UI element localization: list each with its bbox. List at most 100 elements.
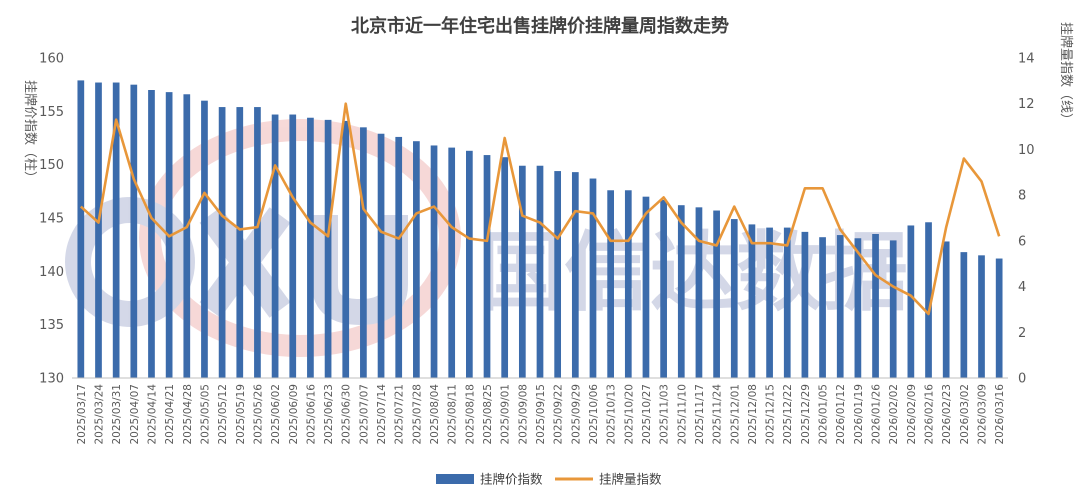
x-tick-label: 2025/05/26 <box>252 384 264 445</box>
bar-2025/10/20 <box>624 190 632 378</box>
bar-2025/06/23 <box>324 119 332 379</box>
bar-2025/11/24 <box>713 210 720 378</box>
y-tick-label: 150 <box>39 158 64 173</box>
watermark-u-shape <box>312 215 408 326</box>
chart-title: 北京市近一年住宅出售挂牌价挂牌量周指数走势 <box>351 15 729 37</box>
bar-2025/07/28 <box>413 141 420 378</box>
bar-2025/09/15 <box>536 165 544 378</box>
bar-2025/06/30 <box>342 120 350 379</box>
x-tick-label: 2025/10/20 <box>623 384 635 445</box>
bar-2025/03/24 <box>95 82 102 378</box>
y-tick-label: 130 <box>39 372 64 387</box>
bar-2025/08/18 <box>466 150 473 378</box>
bar-2025/12/08 <box>748 224 756 378</box>
legend: 挂牌价指数 挂牌量指数 <box>436 472 662 487</box>
x-tick-label: 2025/04/28 <box>182 384 194 445</box>
x-tick-label: 2025/07/28 <box>411 384 423 445</box>
bar-2026/03/16 <box>995 258 1003 378</box>
x-tick-label: 2025/06/02 <box>270 384 282 445</box>
y2-tick-label: 8 <box>1018 189 1026 204</box>
y2-tick-label: 0 <box>1018 372 1026 387</box>
bar-2025/08/04 <box>430 145 438 378</box>
bar-2026/02/02 <box>889 240 897 378</box>
bar-2025/09/22 <box>554 171 562 378</box>
x-tick-label: 2026/01/12 <box>835 384 847 445</box>
x-tick-label: 2026/03/16 <box>994 384 1006 445</box>
bar-2025/11/03 <box>660 199 667 378</box>
x-tick-label: 2025/06/09 <box>288 384 300 445</box>
x-tick-label: 2026/02/02 <box>888 384 900 445</box>
bar-2025/11/17 <box>695 207 703 378</box>
x-tick-label: 2025/11/24 <box>712 384 724 445</box>
bar-2026/01/12 <box>836 235 844 378</box>
y2-tick-label: 10 <box>1018 143 1035 158</box>
watermark-text: 国信达数据 <box>478 223 908 323</box>
y2-tick-label: 12 <box>1018 97 1035 112</box>
x-tick-label: 2025/03/31 <box>111 384 123 445</box>
bar-2025/12/15 <box>766 227 773 378</box>
x-tick-label: 2025/05/12 <box>217 384 229 445</box>
x-tick-label: 2025/10/27 <box>641 384 653 445</box>
bar-2025/03/31 <box>112 82 120 378</box>
y-tick-label: 140 <box>39 265 64 280</box>
bar-2025/07/21 <box>395 136 403 378</box>
x-tick-label: 2025/10/13 <box>606 384 618 445</box>
x-tick-label: 2025/07/07 <box>358 384 370 445</box>
x-tick-label: 2025/10/06 <box>588 384 600 445</box>
bar-2025/04/28 <box>183 94 191 379</box>
legend-bar-swatch <box>436 474 474 484</box>
x-tick-label: 2025/09/29 <box>570 384 582 445</box>
bar-2026/01/19 <box>854 238 862 378</box>
x-tick-label: 2025/06/16 <box>305 384 317 445</box>
x-tick-label: 2026/01/26 <box>871 384 883 445</box>
bar-2025/06/02 <box>271 114 279 378</box>
bar-2026/01/05 <box>819 237 826 378</box>
y2-tick-label: 6 <box>1018 234 1026 249</box>
x-tick-label: 2025/06/30 <box>341 384 353 445</box>
x-tick-label: 2025/12/29 <box>800 384 812 445</box>
bar-2026/02/16 <box>925 222 932 378</box>
bar-2026/02/23 <box>942 241 950 378</box>
y-axis-title: 挂牌价指数（柱） <box>22 80 38 184</box>
x-tick-label: 2025/09/22 <box>553 384 565 445</box>
bar-2025/12/01 <box>730 219 738 378</box>
bar-2025/06/09 <box>289 114 297 378</box>
line-series <box>79 102 1001 316</box>
x-tick-label: 2025/08/04 <box>429 384 441 445</box>
legend-bar-label: 挂牌价指数 <box>480 472 543 487</box>
x-tick-label: 2025/04/21 <box>164 384 176 445</box>
y2-tick-label: 14 <box>1018 52 1035 67</box>
bar-2025/11/10 <box>677 205 685 378</box>
axes: 130 135 140 145 150 155 160 0 2 4 6 8 10 12 14 2025/03/… <box>39 52 1034 445</box>
x-tick-label: 2025/11/17 <box>694 384 706 445</box>
bar-2025/08/11 <box>448 147 456 378</box>
x-tick-label: 2026/02/16 <box>924 384 936 445</box>
x-tick-label: 2025/08/25 <box>482 384 494 445</box>
bar-2025/05/12 <box>218 107 226 378</box>
bar-2025/09/01 <box>501 157 509 378</box>
x-tick-label: 2025/03/24 <box>93 384 105 445</box>
x-tick-label: 2025/09/08 <box>517 384 529 445</box>
bar-2025/09/08 <box>518 165 526 378</box>
x-tick-label: 2025/12/15 <box>765 384 777 445</box>
bar-2025/05/26 <box>254 107 261 378</box>
y2-tick-label: 2 <box>1018 326 1026 341</box>
bar-2025/03/17 <box>77 80 85 379</box>
x-tick-label: 2025/09/15 <box>535 384 547 445</box>
bar-2025/10/06 <box>589 178 597 378</box>
bar-2026/01/26 <box>872 234 879 378</box>
x-tick-label: 2025/08/11 <box>447 384 459 445</box>
bar-2025/04/07 <box>130 84 138 379</box>
x-tick-label: 2026/01/05 <box>818 384 830 445</box>
bar-2026/03/09 <box>978 255 985 378</box>
bar-series <box>77 80 1003 379</box>
x-tick-label: 2025/04/14 <box>146 384 158 445</box>
x-tick-label: 2025/12/01 <box>729 384 741 445</box>
x-tick-label: 2026/01/19 <box>853 384 865 445</box>
x-tick-label: 2025/03/17 <box>76 384 88 445</box>
bar-2025/12/22 <box>783 227 791 378</box>
bar-2025/05/05 <box>201 100 208 379</box>
bar-2025/07/14 <box>377 133 385 378</box>
x-tick-label: 2025/09/01 <box>500 384 512 445</box>
